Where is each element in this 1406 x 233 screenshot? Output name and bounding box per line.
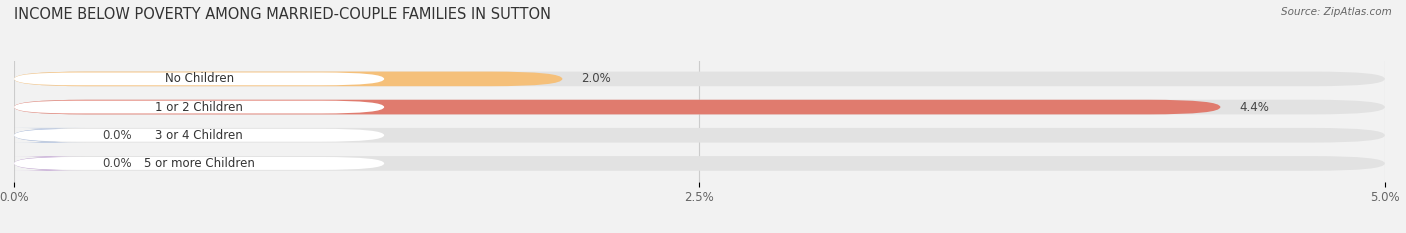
Text: 3 or 4 Children: 3 or 4 Children [155, 129, 243, 142]
Text: 5 or more Children: 5 or more Children [143, 157, 254, 170]
FancyBboxPatch shape [11, 156, 86, 171]
Text: 0.0%: 0.0% [101, 157, 131, 170]
Text: No Children: No Children [165, 72, 233, 86]
Text: 0.0%: 0.0% [101, 129, 131, 142]
Text: 4.4%: 4.4% [1240, 101, 1270, 113]
FancyBboxPatch shape [14, 128, 1385, 143]
FancyBboxPatch shape [11, 128, 86, 143]
FancyBboxPatch shape [14, 72, 562, 86]
Text: Source: ZipAtlas.com: Source: ZipAtlas.com [1281, 7, 1392, 17]
FancyBboxPatch shape [14, 100, 1385, 114]
FancyBboxPatch shape [14, 101, 384, 113]
FancyBboxPatch shape [14, 72, 384, 85]
Text: INCOME BELOW POVERTY AMONG MARRIED-COUPLE FAMILIES IN SUTTON: INCOME BELOW POVERTY AMONG MARRIED-COUPL… [14, 7, 551, 22]
FancyBboxPatch shape [14, 129, 384, 142]
FancyBboxPatch shape [14, 100, 1220, 114]
FancyBboxPatch shape [14, 156, 1385, 171]
Text: 2.0%: 2.0% [582, 72, 612, 86]
Text: 1 or 2 Children: 1 or 2 Children [155, 101, 243, 113]
FancyBboxPatch shape [14, 72, 1385, 86]
FancyBboxPatch shape [14, 157, 384, 170]
